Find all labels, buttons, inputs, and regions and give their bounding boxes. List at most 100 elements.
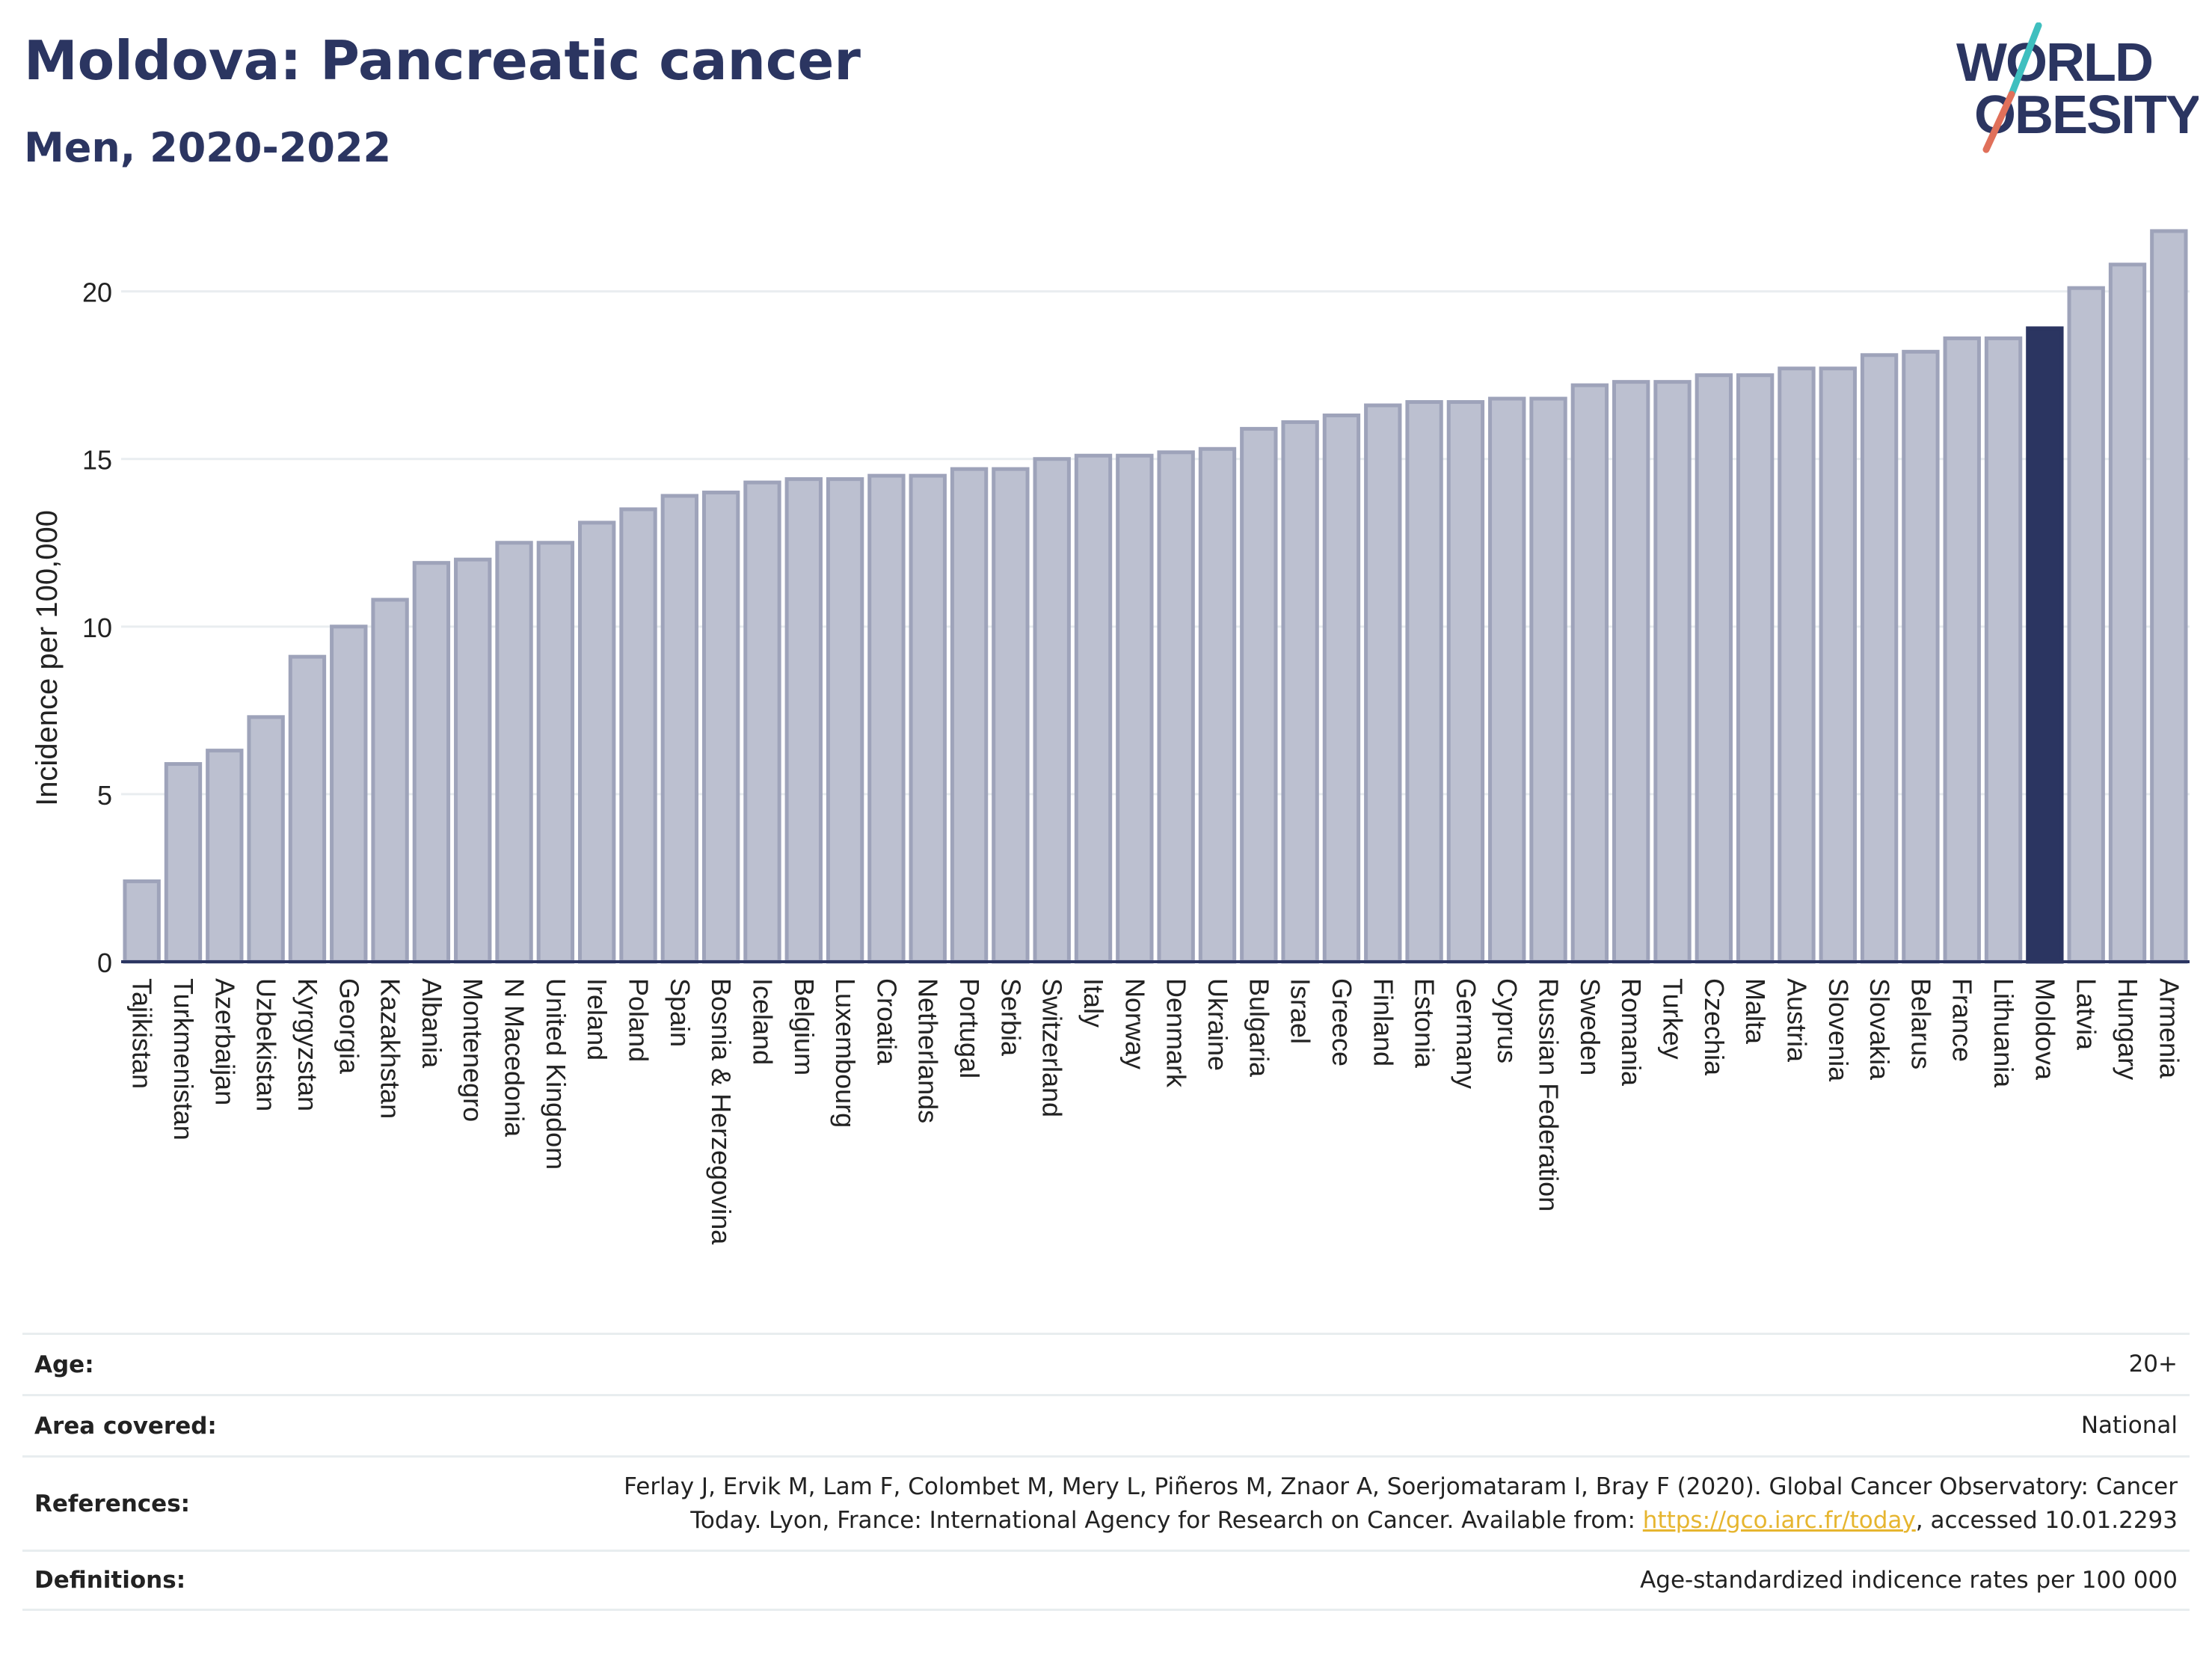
bar-turkmenistan <box>164 762 203 964</box>
logo-slash-top <box>2008 22 2042 98</box>
x-tick-label: Sweden <box>1575 978 1606 1075</box>
bar-slovakia <box>1860 353 1899 964</box>
age-key: Age: <box>34 1351 94 1378</box>
bar-belgium <box>784 477 823 964</box>
x-tick-label: Greece <box>1327 978 1357 1066</box>
references-line2-pre: Today. Lyon, France: International Agenc… <box>690 1506 1643 1534</box>
bar-ukraine <box>1198 446 1237 964</box>
x-tick-label: N Macedonia <box>500 978 530 1137</box>
bar-romania <box>1612 380 1650 964</box>
bar-estonia <box>1405 400 1443 964</box>
bar-tajikistan <box>123 879 161 964</box>
bar-germany <box>1446 400 1485 964</box>
bar-switzerland <box>1033 457 1071 964</box>
y-tick-label: 5 <box>97 780 112 811</box>
x-tick-label: Russian Federation <box>1534 978 1564 1212</box>
x-tick-label: Lithuania <box>1988 978 2019 1088</box>
x-tick-label: Latvia <box>2071 978 2102 1051</box>
bar-austria <box>1778 366 1816 964</box>
bar-kazakhstan <box>371 598 409 964</box>
x-tick-label: Armenia <box>2154 978 2184 1079</box>
bar-azerbaijan <box>206 749 244 964</box>
bar-chart: 0 5 10 15 20 Tajikistan Turkmenistan Azerbaijan… <box>31 229 2190 1245</box>
x-tick-label: Malta <box>1740 978 1771 1045</box>
x-tick-label: Serbia <box>995 978 1026 1057</box>
x-tick-label: Croatia <box>871 978 902 1066</box>
x-tick-label: Turkey <box>1658 978 1689 1060</box>
x-tick-label: Moldova <box>2030 978 2060 1081</box>
bar-sweden <box>1570 383 1609 964</box>
x-tick-label: Estonia <box>1410 978 1440 1069</box>
bar-hungary <box>2108 262 2147 964</box>
x-tick-label: Albania <box>417 978 447 1069</box>
y-tick-label: 0 <box>97 948 112 978</box>
y-tick-label: 15 <box>82 445 112 476</box>
x-tick-label: France <box>1947 978 1978 1062</box>
bar-cyprus <box>1488 396 1526 964</box>
x-tick-label: Portugal <box>954 978 985 1078</box>
bar-malta <box>1736 373 1775 964</box>
bar-norway <box>1116 453 1154 964</box>
x-tick-label: Denmark <box>1161 978 1192 1088</box>
bar-israel <box>1281 420 1319 964</box>
x-tick-label: Georgia <box>334 978 364 1075</box>
x-tick-label: Cyprus <box>1492 978 1523 1063</box>
references-line2-post: , accessed 10.01.2293 <box>1915 1506 2178 1534</box>
footer-row-age: Age: 20+ <box>22 1333 2190 1394</box>
bar-montenegro <box>454 557 492 964</box>
bar-latvia <box>2067 286 2105 964</box>
bar-russian-federation <box>1529 396 1567 964</box>
bar-slovenia <box>1819 366 1857 964</box>
area-value: National <box>2080 1412 2178 1440</box>
definitions-key: Definitions: <box>34 1567 186 1594</box>
bar-czechia <box>1695 373 1733 964</box>
footer-row-definitions: Definitions: Age-standardized indicence … <box>22 1550 2190 1611</box>
x-tick-label: Spain <box>665 978 695 1047</box>
x-tick-label: Montenegro <box>458 978 488 1122</box>
x-tick-label: Czechia <box>1699 978 1730 1076</box>
axes: 0 5 10 15 20 Tajikistan Turkmenistan Azerbaijan… <box>82 277 2190 1245</box>
x-tick-label: Slovakia <box>1864 978 1895 1081</box>
references-value: Ferlay J, Ervik M, Lam F, Colombet M, Me… <box>624 1470 2178 1538</box>
y-tick-label: 10 <box>82 612 112 643</box>
references-link[interactable]: https://gco.iarc.fr/today <box>1642 1506 1916 1534</box>
bar-lithuania <box>1984 336 2023 964</box>
x-tick-label: Switzerland <box>1037 978 1068 1117</box>
x-tick-label: Ireland <box>582 978 612 1060</box>
y-tick-label: 20 <box>82 277 112 308</box>
x-tick-label: Tajikistan <box>127 978 158 1089</box>
bar-bulgaria <box>1240 426 1278 964</box>
info-footer: Age: 20+ Area covered: National Referenc… <box>22 1333 2190 1611</box>
bar-netherlands <box>909 473 947 964</box>
x-tick-label: Kyrgyzstan <box>292 978 323 1111</box>
y-axis-label: Incidence per 100,000 <box>31 510 64 806</box>
bar-ireland <box>577 521 616 964</box>
x-tick-label: Austria <box>1781 978 1812 1063</box>
x-tick-label: Hungary <box>2113 978 2143 1080</box>
x-tick-label: Israel <box>1285 978 1316 1044</box>
x-tick-label: Poland <box>624 978 654 1062</box>
x-tick-label: Turkmenistan <box>168 978 199 1140</box>
bar-greece <box>1322 413 1361 964</box>
bar-poland <box>619 507 657 964</box>
age-value: 20+ <box>2128 1351 2178 1378</box>
x-tick-label: Netherlands <box>913 978 944 1123</box>
bar-moldova <box>2026 326 2064 964</box>
bar-uzbekistan <box>247 715 285 964</box>
bar-iceland <box>743 480 781 964</box>
x-tick-label: Belarus <box>1905 978 1936 1069</box>
chart-subtitle: Men, 2020-2022 <box>24 124 392 171</box>
bar-n-macedonia <box>495 541 533 964</box>
x-tick-label: Finland <box>1368 978 1398 1066</box>
bar-spain <box>660 494 699 964</box>
x-tick-label: Uzbekistan <box>251 978 282 1111</box>
world-obesity-logo: WORLD OBESITY <box>1956 22 2199 153</box>
bar-turkey <box>1653 380 1692 964</box>
bar-denmark <box>1157 450 1195 964</box>
x-tick-label: Norway <box>1119 978 1150 1069</box>
bar-finland <box>1364 403 1402 964</box>
bar-belarus <box>1902 349 1940 964</box>
footer-row-area: Area covered: National <box>22 1394 2190 1455</box>
bar-france <box>1943 336 1981 964</box>
footer-row-references: References: Ferlay J, Ervik M, Lam F, Co… <box>22 1455 2190 1550</box>
